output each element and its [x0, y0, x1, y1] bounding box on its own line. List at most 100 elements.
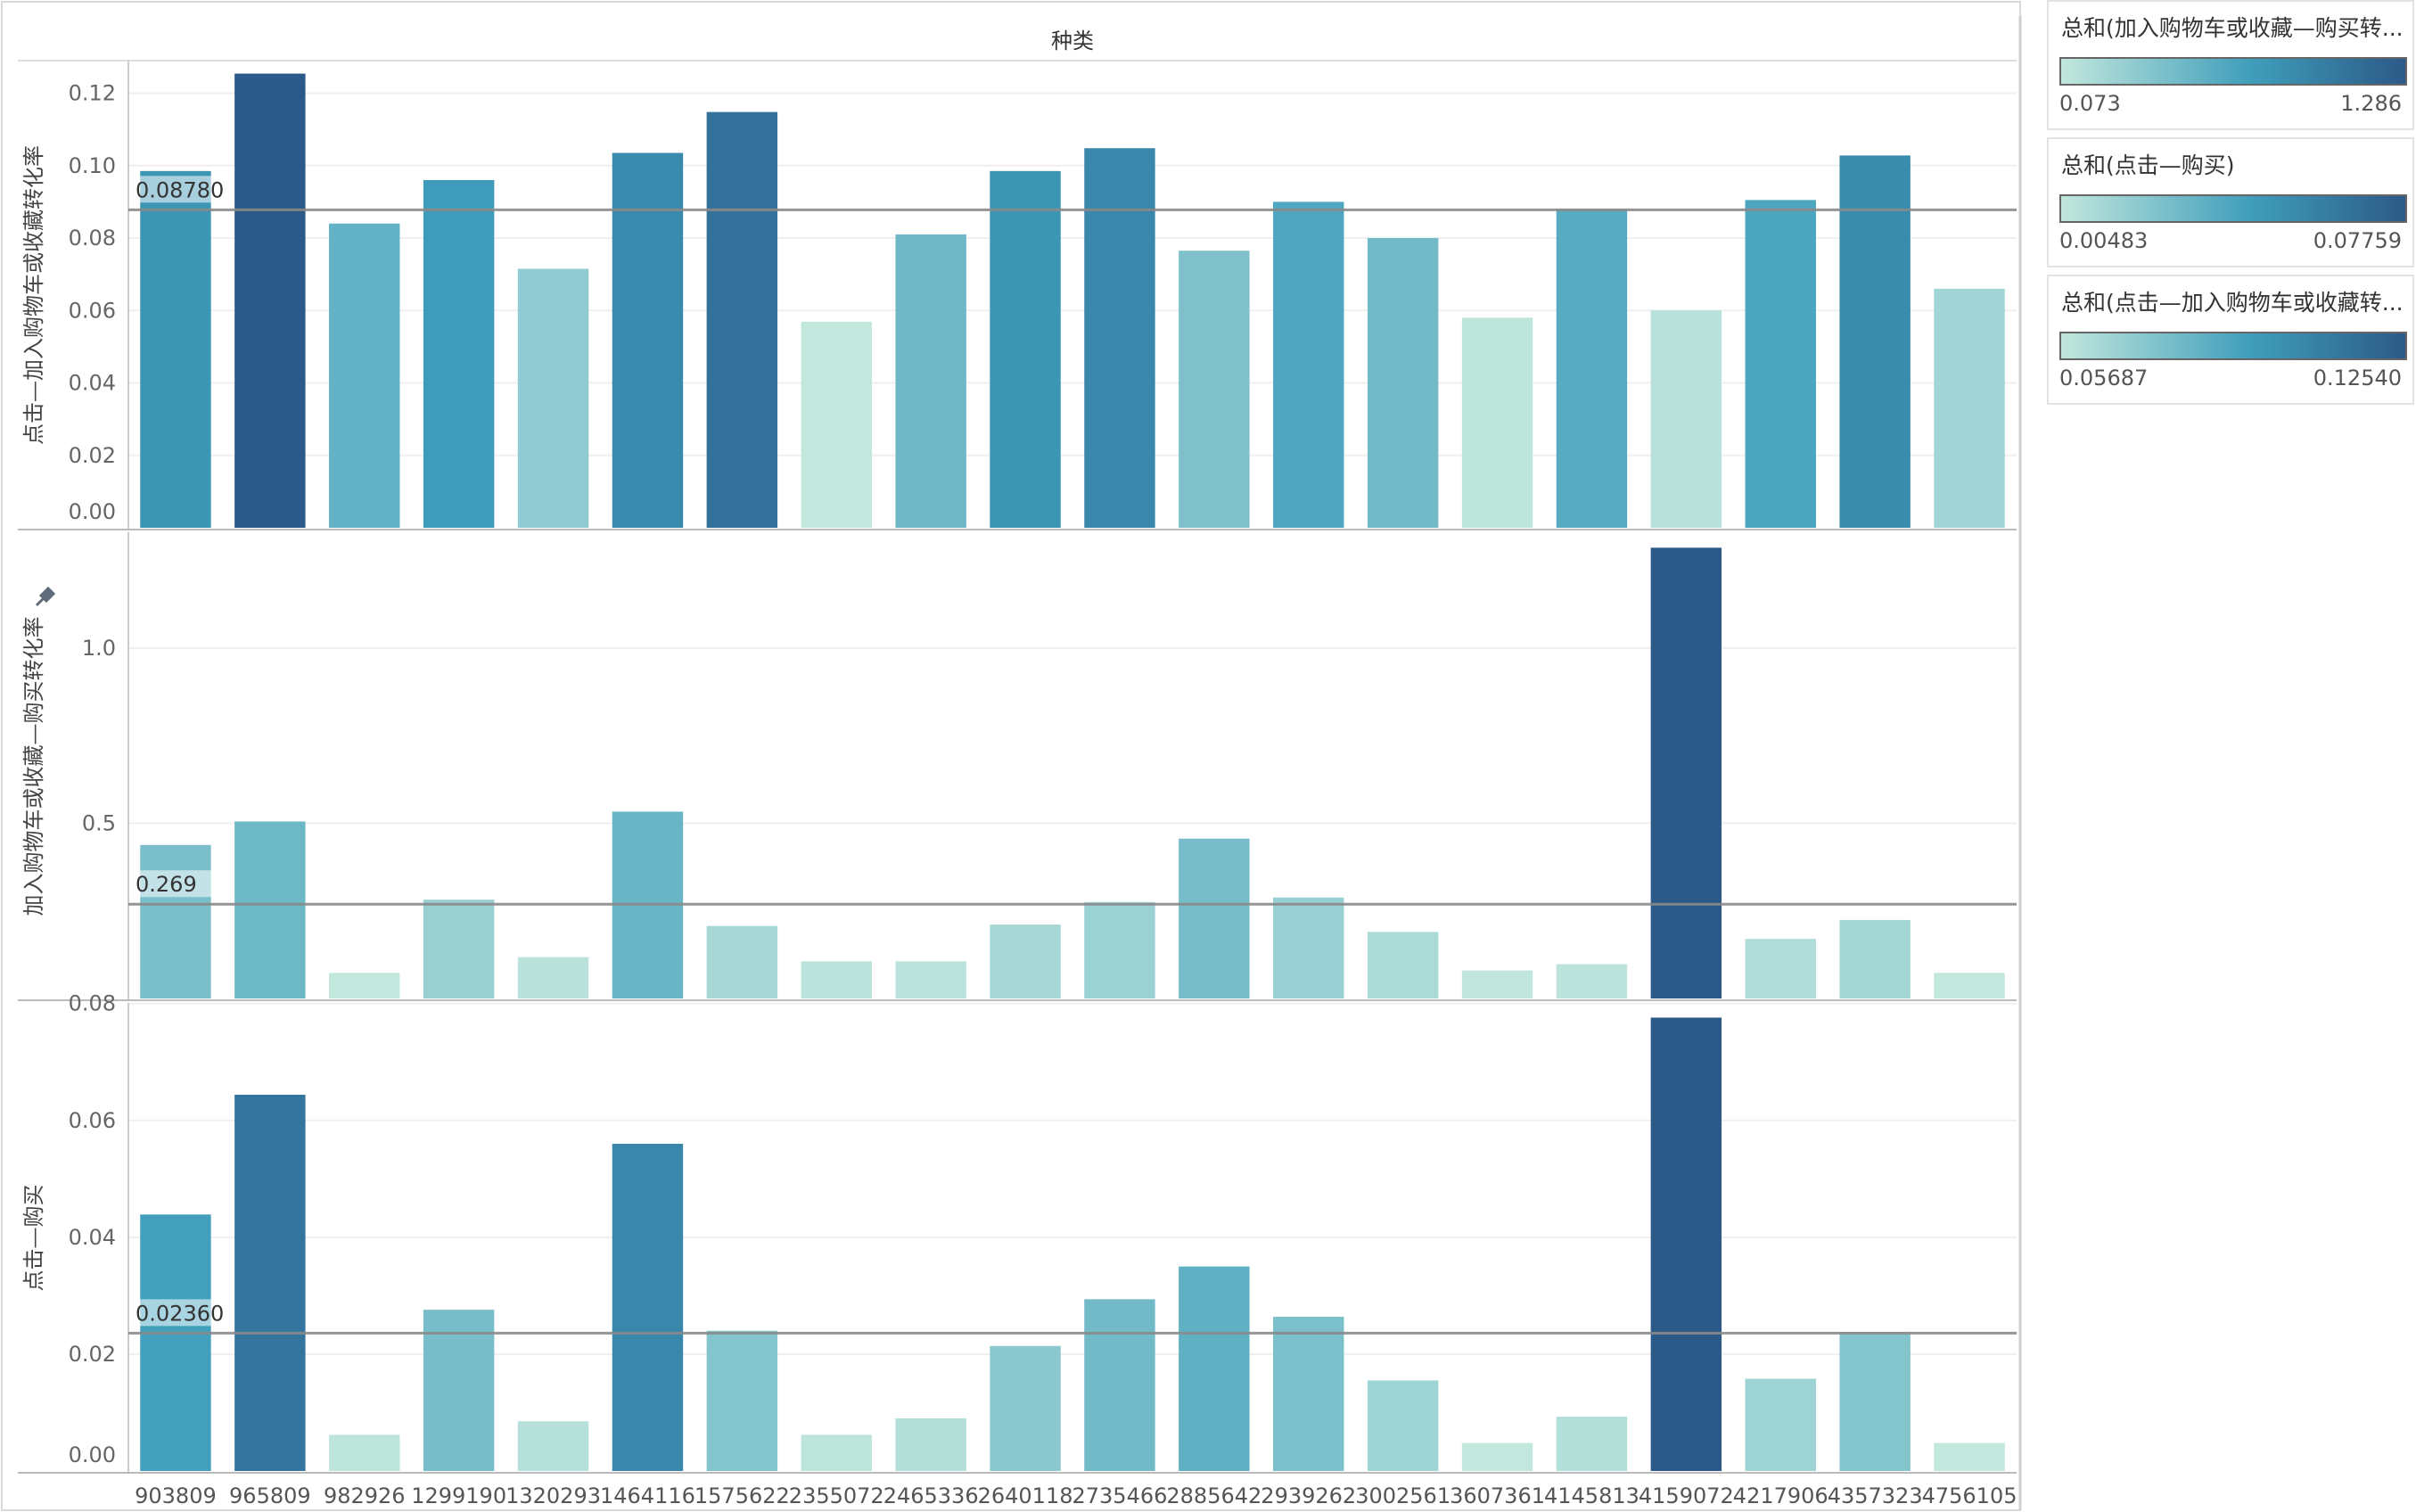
- legend-min: 0.073: [2059, 91, 2121, 116]
- x-tick-label: 4217906: [1733, 1483, 1828, 1508]
- y-tick-label: 0.04: [69, 1225, 116, 1250]
- x-tick-label: 1464116: [600, 1483, 695, 1508]
- y-tick-label: 0.5: [82, 810, 116, 835]
- bar: [140, 170, 211, 528]
- y-tick-label: 0.06: [69, 298, 116, 323]
- bar: [517, 1421, 589, 1471]
- legend-max: 0.12540: [2313, 366, 2402, 390]
- y-axis-title: 点击—购买: [21, 1185, 46, 1292]
- bar: [423, 900, 495, 998]
- legend-max: 1.286: [2340, 91, 2402, 116]
- bar: [1179, 251, 1250, 528]
- bar: [1650, 547, 1722, 998]
- bar: [234, 821, 306, 998]
- bar: [1839, 155, 1911, 528]
- bar: [1367, 932, 1439, 998]
- bar: [140, 1214, 211, 1471]
- bar: [329, 223, 400, 528]
- bar: [1461, 1442, 1533, 1471]
- bar: [140, 844, 211, 998]
- x-tick-label: 1320293: [505, 1483, 601, 1508]
- y-tick-label: 0.06: [69, 1108, 116, 1133]
- bar: [990, 924, 1061, 998]
- bar: [1461, 970, 1533, 998]
- legend-min: 0.05687: [2059, 366, 2149, 390]
- y-tick-label: 0.08: [69, 991, 116, 1016]
- x-tick-label: 2939262: [1261, 1483, 1356, 1508]
- bar: [1934, 288, 2005, 528]
- bar: [706, 925, 778, 998]
- legend-title: 总和(加入购物车或收藏—购买转...: [2061, 15, 2404, 41]
- bar: [329, 973, 400, 998]
- y-tick-label: 1.0: [82, 636, 116, 661]
- chart-header: 种类: [1051, 29, 1094, 53]
- bar: [895, 961, 966, 998]
- bar: [612, 152, 684, 528]
- legend-gradient-bar: [2059, 194, 2407, 223]
- legend-title: 总和(点击—加入购物车或收藏转...: [2061, 290, 2404, 316]
- bar: [1556, 1417, 1628, 1471]
- bar: [423, 180, 495, 528]
- x-tick-label: 965809: [229, 1483, 311, 1508]
- reference-label: 0.269: [136, 872, 197, 897]
- pin-icon: [35, 586, 56, 607]
- y-tick-label: 0.00: [69, 499, 116, 524]
- x-tick-label: 903809: [135, 1483, 217, 1508]
- y-tick-label: 0.02: [69, 443, 116, 468]
- x-tick-label: 982926: [324, 1483, 406, 1508]
- y-axis-title: 加入购物车或收藏—购买转化率: [21, 617, 46, 916]
- bar: [895, 234, 966, 528]
- bar: [1084, 1299, 1155, 1471]
- bar: [1273, 201, 1344, 528]
- legend-gradient-bar: [2059, 57, 2407, 86]
- y-tick-label: 0.00: [69, 1442, 116, 1467]
- bar: [1745, 1378, 1816, 1471]
- reference-label: 0.08780: [136, 177, 224, 202]
- x-tick-label: 4145813: [1544, 1483, 1639, 1508]
- bar: [1839, 1332, 1911, 1471]
- bar: [1179, 838, 1250, 998]
- legend-click-purchase[interactable]: 总和(点击—购买) 0.00483 0.07759: [2047, 137, 2414, 267]
- bar: [1934, 1442, 2005, 1471]
- reference-label-bg: [134, 870, 219, 898]
- x-tick-label: 1299190: [411, 1483, 506, 1508]
- legend-add-to-purchase[interactable]: 总和(加入购物车或收藏—购买转... 0.073 1.286: [2047, 0, 2414, 130]
- bar: [1556, 209, 1628, 528]
- legend-click-add[interactable]: 总和(点击—加入购物车或收藏转... 0.05687 0.12540: [2047, 275, 2414, 405]
- y-tick-label: 0.04: [69, 371, 116, 396]
- bar: [990, 1345, 1061, 1471]
- legend-min: 0.00483: [2059, 228, 2149, 253]
- x-tick-label: 1575622: [694, 1483, 790, 1508]
- bar: [1745, 200, 1816, 528]
- bar: [801, 321, 872, 528]
- x-tick-label: 3607361: [1450, 1483, 1545, 1508]
- bar: [234, 1094, 306, 1471]
- bar: [1934, 973, 2005, 998]
- x-tick-label: 2355072: [789, 1483, 884, 1508]
- y-tick-label: 0.08: [69, 226, 116, 251]
- bar: [1461, 317, 1533, 528]
- bar: [990, 170, 1061, 528]
- bar: [895, 1418, 966, 1471]
- reference-label-bg: [134, 176, 219, 203]
- bar: [423, 1310, 495, 1471]
- legend-gradient-bar: [2059, 332, 2407, 360]
- bar: [706, 111, 778, 528]
- reference-label: 0.02360: [136, 1301, 224, 1326]
- bar: [1179, 1266, 1250, 1471]
- bar: [329, 1434, 400, 1471]
- bar: [706, 1330, 778, 1471]
- bar: [1084, 148, 1155, 528]
- bar: [1367, 1380, 1439, 1471]
- x-tick-label: 2735466: [1072, 1483, 1168, 1508]
- y-axis-title: 点击—加入购物车或收藏转化率: [21, 145, 46, 445]
- bar: [1745, 939, 1816, 998]
- bar: [1839, 919, 1911, 998]
- reference-label-bg: [134, 1299, 219, 1327]
- y-tick-label: 0.02: [69, 1342, 116, 1367]
- bar: [234, 73, 306, 528]
- x-tick-label: 4159072: [1639, 1483, 1734, 1508]
- bar: [801, 1434, 872, 1471]
- bar: [1273, 1316, 1344, 1471]
